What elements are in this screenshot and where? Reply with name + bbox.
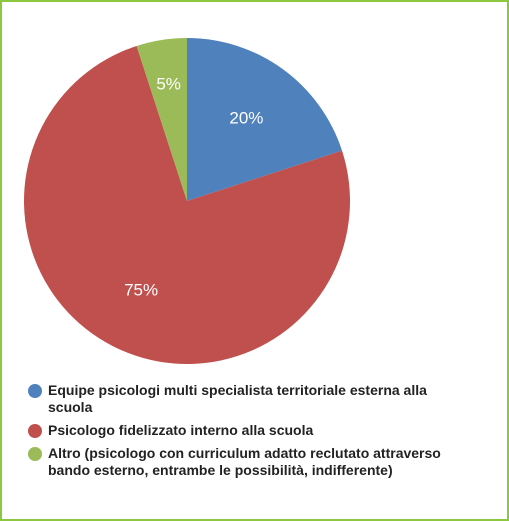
legend-marker: [28, 384, 42, 398]
pie-slice: [23, 45, 350, 365]
legend-label: Equipe psicologi multi specialista terri…: [48, 382, 427, 415]
legend-item: Equipe psicologi multi specialista terri…: [28, 382, 498, 416]
legend-marker: [28, 447, 42, 461]
data-label: 20%: [229, 109, 263, 128]
legend: Equipe psicologi multi specialista terri…: [28, 382, 498, 485]
legend-label: Altro (psicologo con curriculum adatto r…: [48, 445, 441, 478]
legend-label: Psicologo fidelizzato interno alla scuol…: [48, 422, 314, 438]
pie-slice: [187, 38, 343, 201]
pie-slice: [136, 38, 187, 201]
chart: 20% 75% 5%: [23, 38, 350, 365]
data-label: 5%: [156, 75, 181, 94]
legend-item: Altro (psicologo con curriculum adatto r…: [28, 445, 498, 479]
legend-item: Psicologo fidelizzato interno alla scuol…: [28, 422, 498, 439]
data-label: 75%: [124, 281, 158, 300]
legend-marker: [28, 424, 42, 438]
